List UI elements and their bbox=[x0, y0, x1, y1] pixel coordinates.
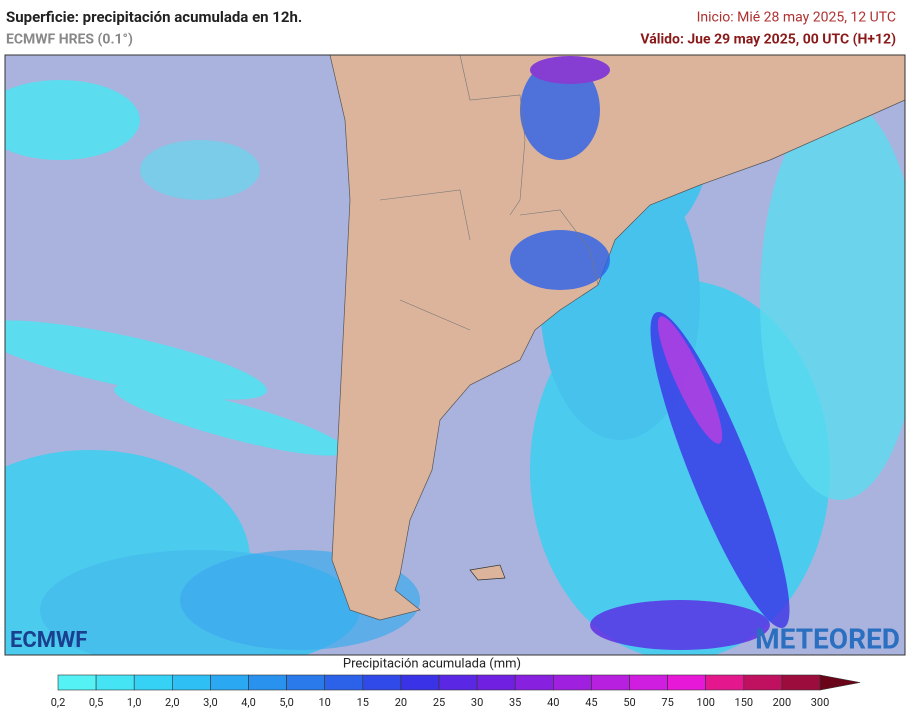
color-step bbox=[514, 674, 554, 691]
meteored-logo: METEORED bbox=[755, 622, 900, 655]
map: ECMWF METEORED bbox=[4, 54, 906, 656]
legend-label: 2,0 bbox=[165, 696, 180, 709]
ecmwf-logo: ECMWF bbox=[10, 628, 87, 653]
legend-label: 150 bbox=[735, 696, 754, 709]
color-step bbox=[438, 674, 478, 691]
legend-label: 10 bbox=[319, 696, 331, 709]
init-time: Inicio: Mié 28 may 2025, 12 UTC bbox=[697, 10, 896, 26]
legend-label: 35 bbox=[509, 696, 521, 709]
color-arrow bbox=[819, 674, 861, 691]
color-step bbox=[743, 674, 783, 691]
legend-label: 40 bbox=[547, 696, 559, 709]
legend-label: 5,0 bbox=[279, 696, 294, 709]
color-step bbox=[95, 674, 135, 691]
legend-label: 50 bbox=[623, 696, 635, 709]
legend-title: Precipitación acumulada (mm) bbox=[343, 656, 521, 671]
color-step bbox=[286, 674, 326, 691]
legend-label: 200 bbox=[773, 696, 792, 709]
borders bbox=[379, 55, 599, 331]
legend-label: 15 bbox=[357, 696, 369, 709]
color-step bbox=[172, 674, 211, 691]
color-step bbox=[324, 674, 364, 691]
color-step bbox=[248, 674, 287, 691]
model: ECMWF HRES (0.1°) bbox=[6, 32, 133, 48]
color-step bbox=[705, 674, 745, 691]
legend-label: 0,2 bbox=[51, 696, 66, 709]
color-step bbox=[667, 674, 706, 691]
legend-label: 75 bbox=[661, 696, 673, 709]
legend-label: 30 bbox=[471, 696, 483, 709]
map-frame bbox=[4, 54, 906, 656]
color-step bbox=[629, 674, 668, 691]
color-step bbox=[400, 674, 440, 691]
color-step bbox=[133, 674, 173, 691]
valid-time: Válido: Jue 29 may 2025, 00 UTC (H+12) bbox=[640, 32, 896, 48]
precipitation-heavy bbox=[510, 56, 790, 650]
legend-label: 0,5 bbox=[89, 696, 104, 709]
legend-label: 45 bbox=[585, 696, 597, 709]
legend-label: 20 bbox=[395, 696, 407, 709]
legend-label: 300 bbox=[811, 696, 830, 709]
color-step bbox=[781, 674, 821, 691]
color-step bbox=[552, 674, 592, 691]
color-step bbox=[476, 674, 516, 691]
legend-label: 100 bbox=[696, 696, 715, 709]
legend-label: 4,0 bbox=[241, 696, 256, 709]
color-step bbox=[210, 674, 249, 691]
colorbar: 0,2 0,5 1,0 2,0 3,0 4,0 5,0 10 15 20 25 30 35 40 45 50 7… bbox=[51, 674, 861, 709]
legend-label: 1,0 bbox=[127, 696, 142, 709]
islands bbox=[469, 564, 506, 581]
legend-label: 3,0 bbox=[203, 696, 218, 709]
land bbox=[329, 55, 905, 621]
color-step bbox=[362, 674, 402, 691]
color-step bbox=[591, 674, 630, 691]
legend-label: 25 bbox=[433, 696, 445, 709]
color-step bbox=[57, 674, 97, 691]
title: Superficie: precipitación acumulada en 1… bbox=[6, 8, 302, 26]
